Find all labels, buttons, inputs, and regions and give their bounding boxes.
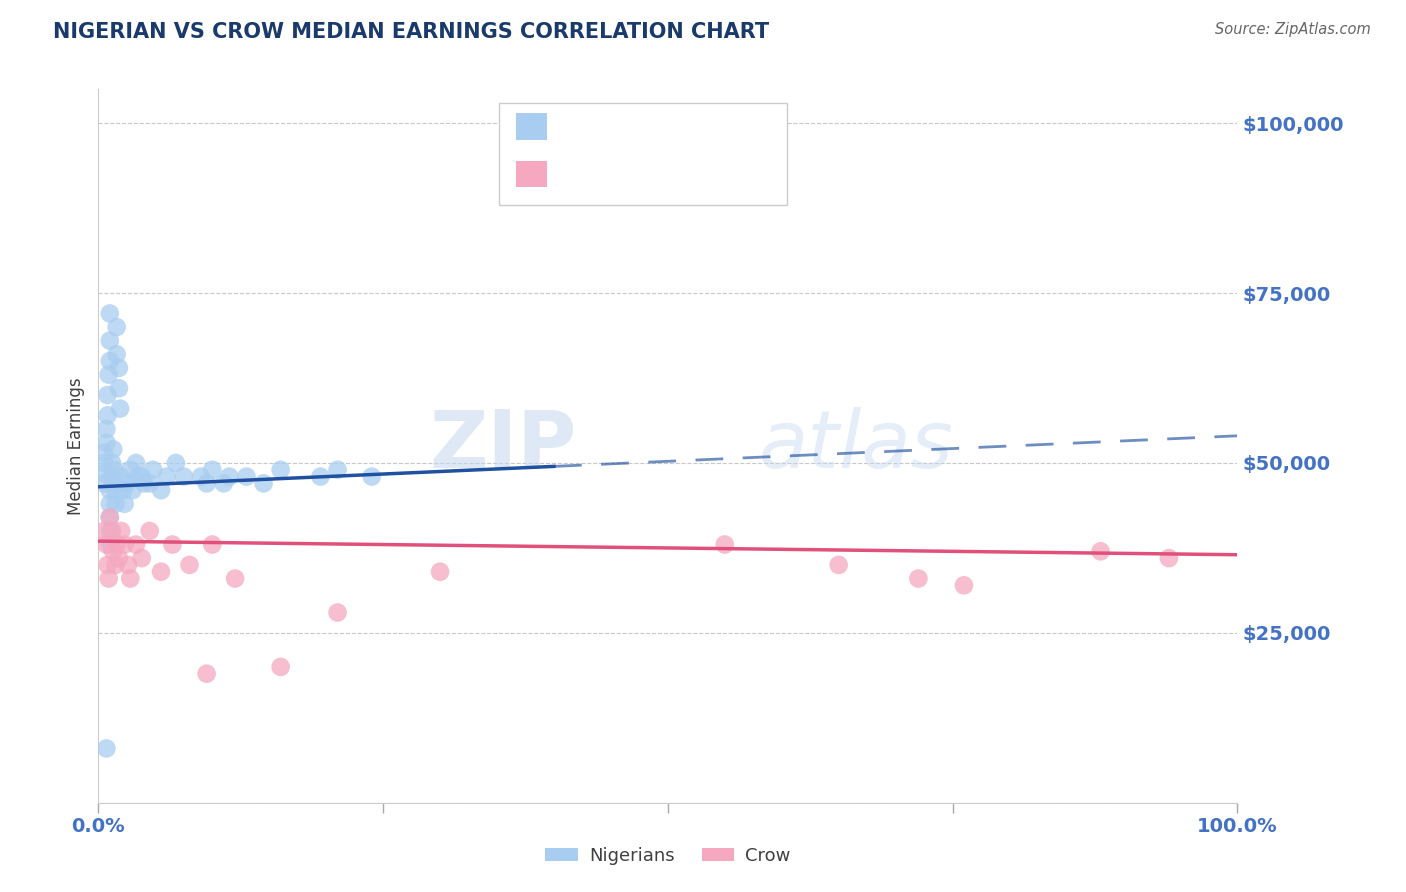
Point	[138, 476, 160, 491]
Point	[98, 537, 121, 551]
Point	[98, 334, 121, 348]
Point	[101, 469, 124, 483]
Point	[93, 456, 115, 470]
Point	[96, 558, 118, 572]
Point	[201, 537, 224, 551]
Point	[953, 578, 976, 592]
Point	[907, 572, 929, 586]
Point	[103, 476, 125, 491]
Text: R = -0.096   N = 32: R = -0.096 N = 32	[560, 163, 768, 183]
Point	[190, 469, 212, 483]
Point	[156, 469, 179, 483]
Point	[195, 476, 218, 491]
Point	[93, 476, 115, 491]
Point	[150, 483, 173, 498]
Point	[125, 456, 148, 470]
Point	[309, 469, 332, 483]
Point	[120, 463, 142, 477]
Point	[1157, 551, 1180, 566]
Point	[201, 463, 224, 477]
Text: atlas: atlas	[759, 407, 953, 485]
Point	[108, 551, 131, 566]
Point	[252, 476, 274, 491]
Point	[96, 422, 118, 436]
Point	[93, 466, 115, 480]
Point	[212, 476, 235, 491]
Point	[108, 381, 131, 395]
Point	[125, 537, 148, 551]
Point	[93, 524, 115, 538]
Text: R =  0.035   N = 57: R = 0.035 N = 57	[560, 116, 766, 136]
Point	[110, 469, 132, 483]
Point	[828, 558, 851, 572]
Point	[326, 606, 349, 620]
Point	[103, 544, 125, 558]
Point	[103, 442, 125, 457]
Point	[150, 565, 173, 579]
Point	[429, 565, 451, 579]
Point	[173, 469, 195, 483]
Point	[103, 463, 125, 477]
Point	[110, 524, 132, 538]
Point	[132, 476, 155, 491]
Point	[93, 446, 115, 460]
Point	[96, 435, 118, 450]
Point	[104, 483, 127, 498]
Point	[714, 537, 737, 551]
Point	[131, 551, 153, 566]
Point	[1090, 544, 1112, 558]
Point	[101, 456, 124, 470]
Point	[98, 510, 121, 524]
Point	[98, 354, 121, 368]
Point	[360, 469, 382, 483]
Point	[114, 497, 136, 511]
Point	[105, 347, 128, 361]
Point	[105, 320, 128, 334]
Point	[195, 666, 218, 681]
Point	[115, 476, 138, 491]
Point	[104, 558, 127, 572]
Point	[108, 401, 131, 416]
Point	[96, 741, 118, 756]
Text: Source: ZipAtlas.com: Source: ZipAtlas.com	[1215, 22, 1371, 37]
Point	[104, 497, 127, 511]
Point	[105, 537, 128, 551]
Legend: Nigerians, Crow: Nigerians, Crow	[538, 840, 797, 872]
Point	[138, 524, 160, 538]
Point	[270, 463, 292, 477]
Point	[326, 463, 349, 477]
Point	[108, 360, 131, 375]
Point	[131, 469, 153, 483]
Point	[96, 388, 118, 402]
Point	[142, 463, 165, 477]
Point	[235, 469, 257, 483]
Point	[117, 558, 139, 572]
Point	[97, 572, 120, 586]
Point	[179, 558, 201, 572]
Text: NIGERIAN VS CROW MEDIAN EARNINGS CORRELATION CHART: NIGERIAN VS CROW MEDIAN EARNINGS CORRELA…	[53, 22, 769, 42]
Point	[96, 537, 118, 551]
Point	[101, 524, 124, 538]
Point	[98, 524, 121, 538]
Point	[120, 572, 142, 586]
Point	[98, 306, 121, 320]
Point	[96, 409, 118, 423]
Point	[224, 572, 246, 586]
Text: ZIP: ZIP	[429, 407, 576, 485]
Point	[127, 469, 149, 483]
Point	[270, 660, 292, 674]
Point	[121, 483, 143, 498]
Point	[162, 537, 184, 551]
Point	[112, 483, 135, 498]
Point	[98, 497, 121, 511]
Point	[218, 469, 240, 483]
Point	[165, 456, 187, 470]
Point	[114, 537, 136, 551]
Y-axis label: Median Earnings: Median Earnings	[66, 377, 84, 515]
Point	[98, 483, 121, 498]
Point	[97, 368, 120, 382]
Point	[98, 510, 121, 524]
